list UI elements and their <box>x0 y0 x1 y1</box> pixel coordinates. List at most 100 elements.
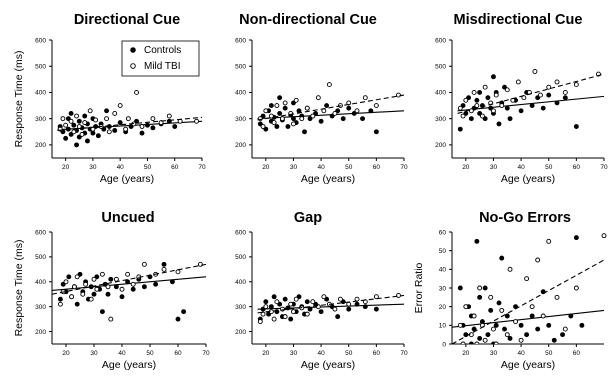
control-point <box>130 286 136 292</box>
x-tick-label: 70 <box>600 164 608 171</box>
plot-area <box>257 293 405 325</box>
control-point <box>57 296 63 302</box>
x-tick-label: 40 <box>517 350 525 357</box>
mild-tbi-point <box>546 238 552 244</box>
control-point <box>471 326 477 332</box>
mild-tbi-point <box>310 113 316 119</box>
mild-tbi-point <box>463 97 469 103</box>
mild-tbi-point <box>493 341 499 344</box>
x-tick-label: 60 <box>573 164 581 171</box>
control-point <box>175 316 181 322</box>
control-point <box>373 306 379 312</box>
mild-tbi-point <box>491 108 496 114</box>
y-tick-label: 500 <box>235 254 246 261</box>
mild-tbi-point <box>112 110 118 116</box>
control-point <box>496 121 502 127</box>
control-point <box>535 326 541 332</box>
mild-tbi-point <box>562 326 568 332</box>
chart-panel-1: Directional Cue 200 300 400 500 600 20 30 40 50 60… <box>13 12 206 185</box>
y-axis-label: Response Time (ms) <box>13 51 25 148</box>
y-tick-label: 300 <box>235 304 246 311</box>
x-tick-label: 30 <box>90 350 98 357</box>
control-point <box>491 74 496 80</box>
control-point <box>477 89 483 95</box>
mild-tbi-point <box>293 296 299 302</box>
mild-tbi-point <box>288 301 294 307</box>
mild-tbi-point <box>463 304 469 310</box>
mild-tbi-point <box>125 116 131 122</box>
mild-tbi-point <box>562 89 568 95</box>
x-tick-label: 30 <box>290 164 298 171</box>
mild-tbi-point <box>468 108 474 114</box>
mild-tbi-point <box>457 322 463 328</box>
control-point <box>529 103 535 109</box>
mild-tbi-point <box>274 299 280 305</box>
mild-tbi-point <box>69 294 75 300</box>
mild-tbi-point <box>282 314 288 320</box>
control-point <box>485 332 491 338</box>
control-point <box>518 322 524 328</box>
control-point <box>477 294 483 300</box>
control-point <box>318 309 324 315</box>
mild-tbi-point <box>474 103 480 109</box>
mild-tbi-point <box>76 124 82 129</box>
mild-tbi-point <box>83 281 89 287</box>
control-point <box>493 322 499 328</box>
mild-tbi-point <box>540 313 546 319</box>
mild-tbi-point <box>477 285 483 291</box>
mild-tbi-point <box>80 291 86 297</box>
control-point <box>95 133 101 139</box>
mild-tbi-point <box>141 261 147 267</box>
x-tick-label: 30 <box>89 164 97 171</box>
mild-tbi-point <box>518 337 524 343</box>
mild-tbi-point <box>332 306 338 312</box>
control-point <box>504 313 510 319</box>
mild-tbi-point <box>99 271 105 277</box>
y-tick-label: 40 <box>439 267 447 274</box>
mild-tbi-point <box>310 299 316 305</box>
chart-title: Directional Cue <box>74 12 180 28</box>
mild-tbi-point <box>337 296 343 302</box>
mild-tbi-point <box>197 261 203 267</box>
control-point <box>499 255 505 261</box>
mild-tbi-point <box>293 97 299 103</box>
chart-title: Non-directional Cue <box>239 12 377 28</box>
mild-tbi-point <box>263 108 269 114</box>
x-tick-label: 20 <box>262 350 270 357</box>
mild-tbi-point <box>88 296 94 302</box>
mild-tbi-point <box>271 316 277 322</box>
mild-tbi-point <box>106 129 112 135</box>
mild-tbi-point <box>535 257 541 263</box>
mild-tbi-point <box>315 95 321 101</box>
control-point <box>63 135 69 141</box>
y-tick-label: 60 <box>439 229 447 236</box>
chart-title: Uncued <box>101 210 154 226</box>
control-point <box>274 124 280 129</box>
mild-tbi-fit-line <box>257 294 405 314</box>
legend-label: Mild TBI <box>144 61 181 72</box>
control-point <box>161 261 167 267</box>
mild-tbi-point <box>60 116 66 122</box>
chart-panel-4: Uncued 200 300 400 500 600 20 30 40 50 60 70 Age (ye… <box>13 210 210 371</box>
y-tick-label: 200 <box>35 329 46 336</box>
control-point <box>318 118 324 124</box>
y-tick-label: 10 <box>439 323 447 330</box>
mild-tbi-point <box>471 313 477 319</box>
control-point <box>360 116 365 122</box>
control-point <box>496 300 502 306</box>
y-tick-label: 300 <box>35 304 46 311</box>
mild-tbi-point <box>373 103 379 109</box>
control-point <box>119 294 125 300</box>
mild-tbi-fit-line <box>257 94 405 121</box>
controls-fit-line <box>452 309 605 328</box>
mild-tbi-fit-line <box>457 73 605 114</box>
mild-tbi-point <box>491 326 496 332</box>
control-point <box>76 118 82 124</box>
control-point <box>288 316 294 322</box>
mild-tbi-point <box>63 122 69 128</box>
control-point <box>66 274 72 280</box>
y-tick-label: 50 <box>439 248 447 255</box>
control-point <box>518 108 524 114</box>
plot-area <box>452 233 607 344</box>
